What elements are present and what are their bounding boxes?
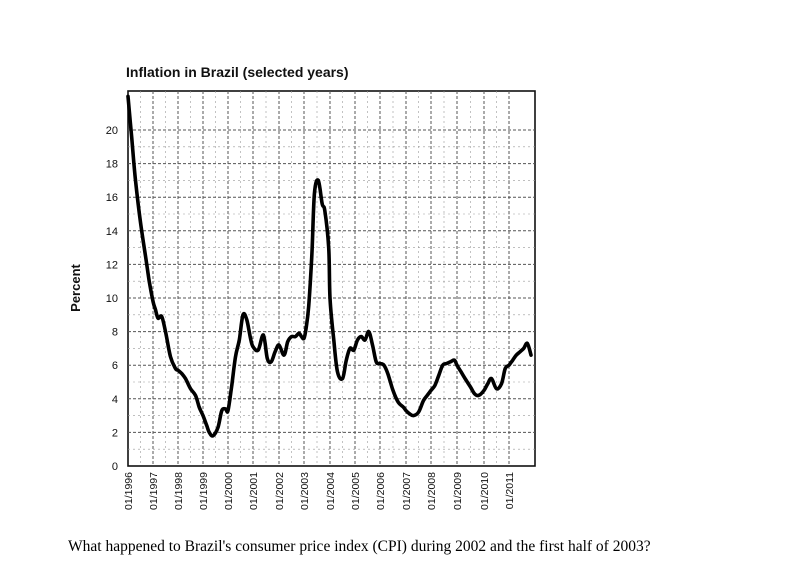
x-axis-ticks: 01/1996 01/1997 01/1998 01/1999 01/2000 01/20… <box>123 472 516 510</box>
x-tick-label: 01/1999 <box>198 472 210 510</box>
x-tick-label: 01/1998 <box>173 472 185 510</box>
chart-title: Inflation in Brazil (selected years) <box>126 64 349 80</box>
y-tick-label: 18 <box>106 159 118 171</box>
question-text: What happened to Brazil's consumer price… <box>68 538 651 555</box>
x-tick-label: 01/2007 <box>401 472 413 510</box>
y-axis-ticks: 0 2 4 6 8 10 12 14 16 18 20 <box>106 125 118 473</box>
x-tick-label: 01/2000 <box>223 472 235 510</box>
y-tick-label: 20 <box>106 125 118 137</box>
y-tick-label: 0 <box>112 461 118 473</box>
x-tick-label: 01/2008 <box>426 472 438 510</box>
y-tick-label: 14 <box>106 226 118 238</box>
x-tick-label: 01/2006 <box>375 472 387 510</box>
inflation-series-line <box>126 94 533 438</box>
x-tick-label: 01/2005 <box>350 472 362 510</box>
x-tick-label: 01/2010 <box>479 472 491 510</box>
y-tick-label: 2 <box>112 427 118 439</box>
x-tick-label: 01/1996 <box>123 472 135 510</box>
x-tick-label: 01/1997 <box>148 472 160 510</box>
x-tick-label: 01/2003 <box>299 472 311 510</box>
x-tick-label: 01/2002 <box>274 472 286 510</box>
y-tick-label: 12 <box>106 259 118 271</box>
plot-frame <box>127 90 536 467</box>
x-tick-label: 01/2001 <box>248 472 260 510</box>
y-tick-label: 16 <box>106 192 118 204</box>
y-tick-label: 6 <box>112 360 118 372</box>
grid <box>128 91 535 466</box>
y-tick-label: 4 <box>112 394 118 406</box>
y-tick-label: 10 <box>106 293 118 305</box>
x-tick-label: 01/2009 <box>452 472 464 510</box>
y-tick-label: 8 <box>112 327 118 339</box>
x-tick-label: 01/2011 <box>504 472 516 509</box>
x-tick-label: 01/2004 <box>325 472 337 510</box>
y-axis-label: Percent <box>68 263 83 311</box>
